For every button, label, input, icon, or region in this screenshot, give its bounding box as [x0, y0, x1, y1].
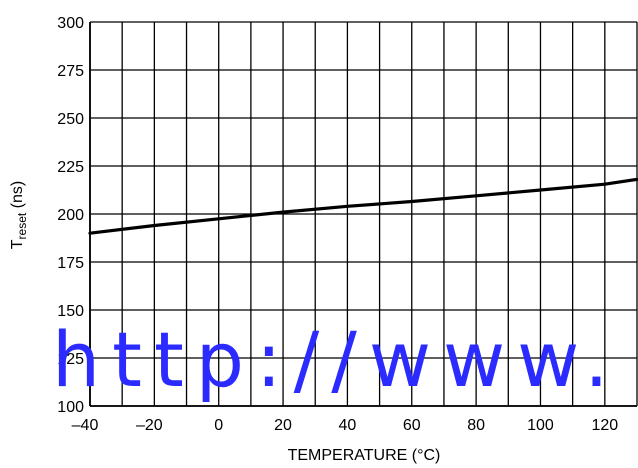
y-tick-label: 100 [57, 399, 84, 416]
x-tick-label: 60 [403, 417, 421, 434]
grid-lines [89, 21, 638, 407]
x-axis-title: TEMPERATURE (°C) [288, 447, 441, 464]
x-tick-label: 120 [591, 417, 618, 434]
x-tick-label: –40 [72, 417, 99, 434]
y-tick-label: 125 [57, 351, 84, 368]
x-tick-label: 40 [339, 417, 357, 434]
x-tick-label: 20 [274, 417, 292, 434]
y-tick-label: 225 [57, 159, 84, 176]
y-axis-title-main: T [9, 239, 26, 249]
x-tick-label: 100 [527, 417, 554, 434]
y-tick-label: 250 [57, 111, 84, 128]
y-tick-label: 300 [57, 15, 84, 32]
x-tick-label: 0 [214, 417, 223, 434]
y-tick-label: 275 [57, 63, 84, 80]
tick-labels: 100 125 150 175 200 225 250 275 300 –40 –20 0 20 40 60… [57, 15, 618, 434]
y-axis-title: Treset (ns) [9, 181, 29, 249]
watermark-text: http://www. [52, 315, 620, 404]
y-tick-label: 200 [57, 207, 84, 224]
series-line [88, 177, 638, 235]
y-axis-title-subscript: reset [15, 212, 29, 239]
x-tick-label: –20 [136, 417, 163, 434]
y-tick-label: 175 [57, 255, 84, 272]
y-axis-title-unit: (ns) [9, 181, 26, 213]
y-tick-label: 150 [57, 303, 84, 320]
x-tick-label: 80 [467, 417, 485, 434]
series-layer [88, 177, 638, 235]
